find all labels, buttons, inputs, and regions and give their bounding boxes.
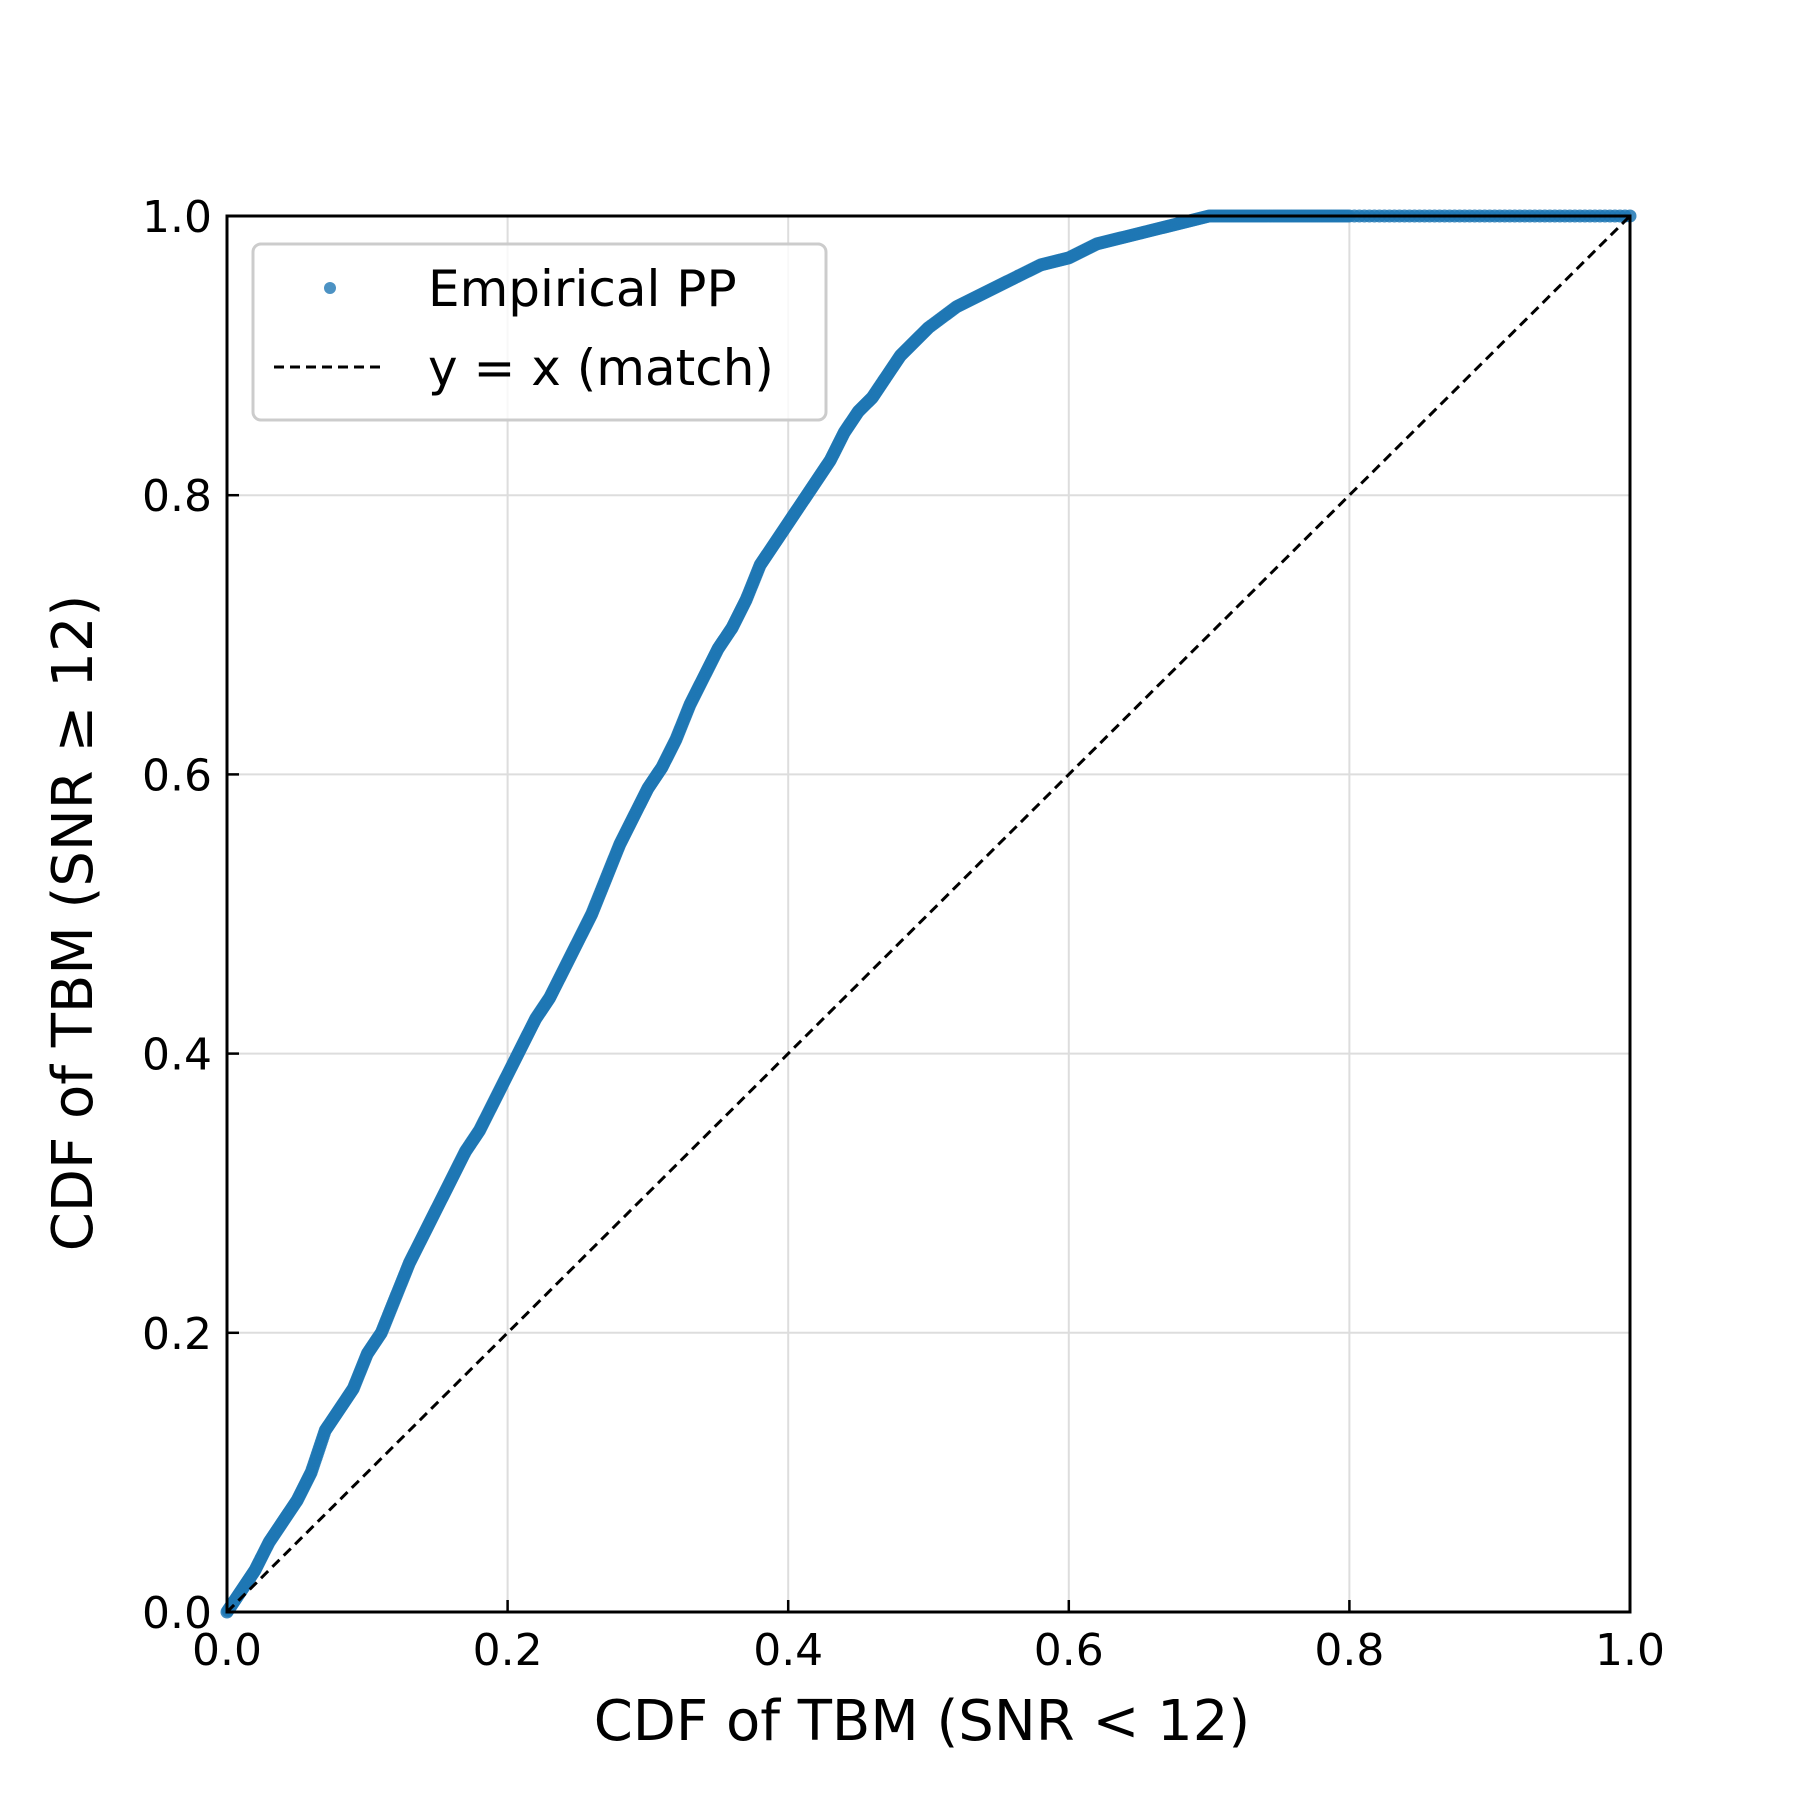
y-tick-label: 0.8 (142, 471, 212, 522)
x-tick-label: 0.8 (1314, 1625, 1384, 1676)
ticks (225, 214, 1632, 1614)
y-tick-label: 0.0 (142, 1588, 212, 1639)
y-tick-label: 0.4 (142, 1030, 212, 1081)
x-tick-label: 0.2 (473, 1625, 543, 1676)
legend-label-match: y = x (match) (428, 339, 774, 397)
x-tick-label: 1.0 (1595, 1625, 1665, 1676)
legend-box (251, 242, 828, 422)
legend-marker-empirical-pp (324, 282, 336, 294)
y-axis-label: CDF of TBM (SNR ≥ 12) (41, 595, 106, 1252)
y-tick-label: 0.2 (142, 1309, 212, 1360)
x-tick-label: 0.0 (192, 1625, 262, 1676)
x-tick-label: 0.4 (753, 1625, 823, 1676)
y-tick-label: 1.0 (142, 192, 212, 243)
tick-labels: 0.0 0.2 0.4 0.6 0.8 1.0 0.0 0.2 0.4 0.6 0.8 1.0 (142, 192, 1665, 1676)
x-tick-label: 0.6 (1034, 1625, 1104, 1676)
legend-label-empirical-pp: Empirical PP (428, 260, 737, 318)
x-axis-label: CDF of TBM (SNR < 12) (594, 1689, 1251, 1754)
legend: Empirical PP y = x (match) (251, 242, 828, 422)
series-layer (220, 209, 1637, 1619)
plot-frame (225, 214, 1632, 1614)
match-line (225, 214, 1632, 1614)
y-tick-label: 0.6 (142, 750, 212, 801)
